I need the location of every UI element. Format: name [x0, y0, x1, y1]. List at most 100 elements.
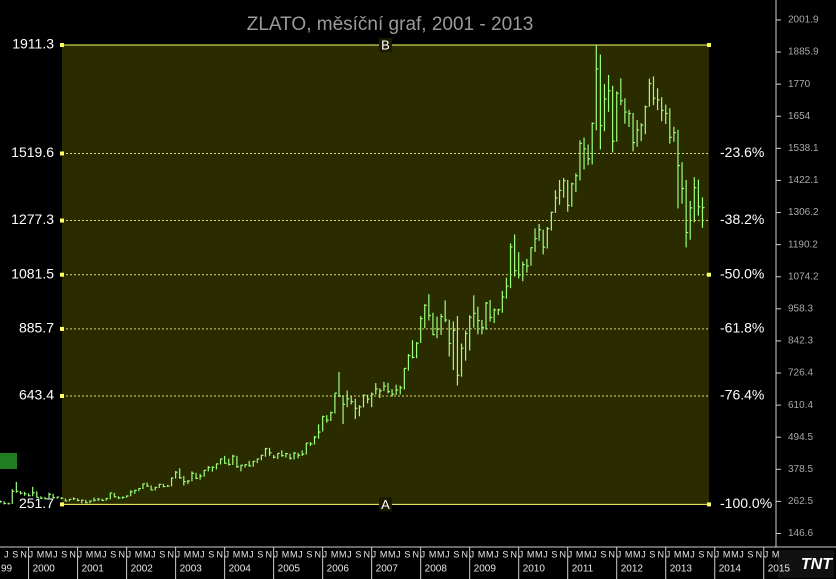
month-label: M — [478, 549, 486, 559]
month-label: M — [86, 549, 94, 559]
x-tick-label: 2009 — [474, 564, 497, 575]
month-label: J — [200, 549, 205, 559]
x-tick-label: 2012 — [621, 564, 644, 575]
month-label: N — [167, 549, 174, 559]
month-label: J — [29, 549, 34, 559]
level-marker: A — [381, 497, 390, 512]
month-label: J — [274, 549, 279, 559]
month-label: J — [470, 549, 475, 559]
month-label: N — [756, 549, 763, 559]
level-value-label: 1081.5 — [11, 265, 54, 281]
y-tick-label: 610.4 — [788, 400, 813, 411]
x-tick-label: 2003 — [180, 564, 203, 575]
y-tick-label: 1770 — [788, 79, 811, 90]
y-tick-label: 494.5 — [788, 432, 813, 443]
month-label: M — [674, 549, 682, 559]
month-label: N — [511, 549, 518, 559]
month-label: M — [331, 549, 339, 559]
month-label: M — [527, 549, 535, 559]
month-label: J — [102, 549, 107, 559]
y-tick-label: 1074.2 — [788, 271, 819, 282]
month-label: J — [78, 549, 83, 559]
x-tick-label: 2005 — [278, 564, 301, 575]
y-tick-label: 1885.9 — [788, 47, 819, 58]
month-label: M — [380, 549, 388, 559]
month-label: M — [45, 549, 53, 559]
month-label: J — [543, 549, 548, 559]
x-tick-label: 99 — [1, 564, 13, 575]
month-label: S — [208, 549, 214, 559]
level-handle — [60, 43, 64, 48]
x-tick-label: 2008 — [425, 564, 448, 575]
month-label: J — [151, 549, 156, 559]
level-marker-box — [379, 497, 392, 512]
level-percent-label: -61.8% — [720, 320, 764, 336]
x-tick-label: 2002 — [131, 564, 154, 575]
x-tick-label: 2014 — [719, 564, 742, 575]
level-value-label: 643.4 — [19, 387, 54, 403]
y-tick-label: 1422.1 — [788, 175, 819, 186]
month-label: S — [551, 549, 557, 559]
month-label: N — [265, 549, 272, 559]
x-tick-label: 2001 — [82, 564, 105, 575]
month-label: M — [94, 549, 102, 559]
month-label: J — [715, 549, 720, 559]
month-label: M — [723, 549, 731, 559]
month-label: M — [339, 549, 347, 559]
level-handle — [60, 272, 64, 277]
level-handle — [60, 393, 64, 398]
y-tick-label: 842.3 — [788, 336, 813, 347]
level-percent-label: -50.0% — [720, 265, 764, 281]
month-label: M — [576, 549, 584, 559]
y-tick-label: 262.5 — [788, 496, 813, 507]
month-label: M — [486, 549, 494, 559]
month-label: M — [584, 549, 592, 559]
month-label: J — [225, 549, 230, 559]
month-label: M — [192, 549, 200, 559]
month-label: S — [698, 549, 704, 559]
chart-title: ZLATO, měsíční graf, 2001 - 2013 — [247, 14, 534, 35]
level-handle — [60, 151, 64, 156]
month-label: J — [617, 549, 622, 559]
month-label: M — [37, 549, 45, 559]
level-marker: B — [381, 37, 390, 52]
month-label: N — [413, 549, 420, 559]
month-label: N — [216, 549, 223, 559]
y-tick-label: 958.3 — [788, 303, 813, 314]
level-handle — [707, 502, 711, 507]
month-label: N — [363, 549, 370, 559]
month-label: N — [69, 549, 76, 559]
logo: TNT — [801, 556, 833, 573]
y-tick-label: 1538.1 — [788, 143, 819, 154]
month-label: N — [462, 549, 469, 559]
y-tick-label: 378.5 — [788, 464, 813, 475]
month-label: M — [241, 549, 249, 559]
month-label: J — [666, 549, 671, 559]
y-tick-label: 2001.9 — [788, 15, 819, 26]
x-tick-label: 2015 — [768, 564, 791, 575]
month-label: S — [61, 549, 67, 559]
x-tick-label: 2004 — [229, 564, 252, 575]
month-label: J — [445, 549, 450, 559]
month-label: N — [658, 549, 665, 559]
month-label: M — [535, 549, 543, 559]
month-label: J — [739, 549, 744, 559]
level-handle — [60, 218, 64, 223]
month-label: M — [682, 549, 690, 559]
month-label: J — [347, 549, 352, 559]
month-label: M — [731, 549, 739, 559]
y-tick-label: 726.4 — [788, 368, 813, 379]
y-tick-label: 1654 — [788, 111, 811, 122]
month-label: N — [707, 549, 714, 559]
month-label: S — [502, 549, 508, 559]
month-label: J — [519, 549, 524, 559]
month-label: J — [53, 549, 58, 559]
month-label: M — [437, 549, 445, 559]
month-label: S — [453, 549, 459, 559]
x-tick-label: 2010 — [523, 564, 546, 575]
month-label: J — [568, 549, 573, 559]
month-label: S — [12, 549, 18, 559]
month-label: S — [355, 549, 361, 559]
y-tick-label: 1190.2 — [788, 239, 818, 250]
